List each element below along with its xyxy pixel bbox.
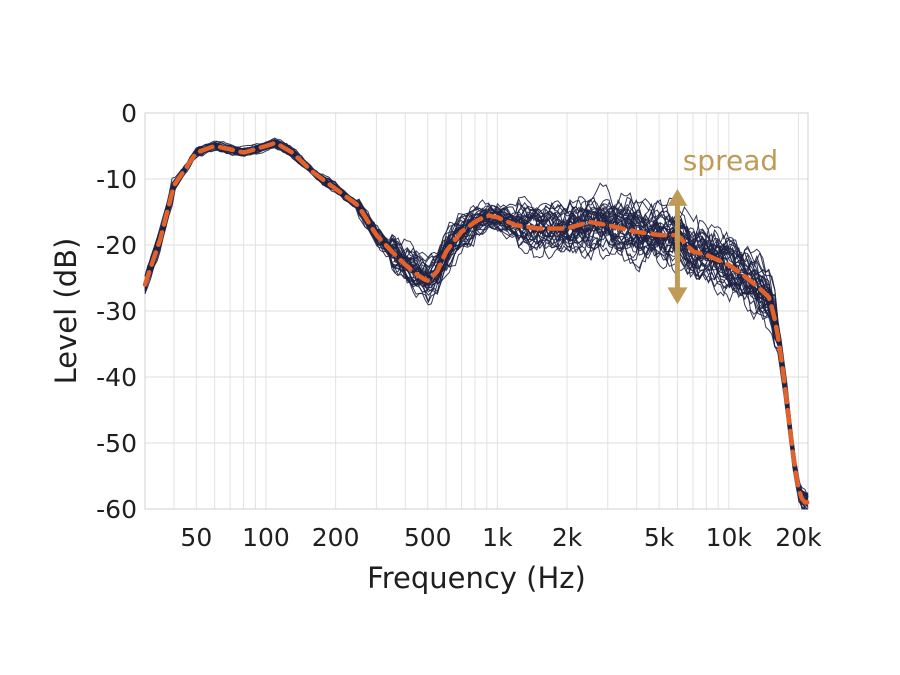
x-tick-label: 500	[404, 523, 452, 552]
y-tick-label: -10	[96, 165, 137, 194]
x-tick-label: 1k	[482, 523, 513, 552]
individual-response-curve	[144, 143, 808, 510]
mean-response-curve	[142, 140, 811, 505]
x-tick-label: 5k	[644, 523, 675, 552]
x-tick-label: 2k	[552, 523, 583, 552]
plot-frame	[144, 112, 809, 510]
individual-response-curve	[144, 139, 809, 502]
y-tick-label: -60	[96, 495, 137, 524]
spread-arrow-head-down	[667, 287, 688, 305]
x-tick-labels: 50 100 200 500 1k 2k 5k 10k 20k	[180, 523, 822, 552]
individual-response-curve	[144, 145, 808, 510]
y-tick-labels: 0 -10 -20 -30 -40 -50 -60	[96, 99, 137, 524]
x-tick-label: 100	[242, 523, 290, 552]
x-tick-label: 200	[312, 523, 360, 552]
individual-response-curve	[144, 140, 809, 501]
spread-annotation: spread	[667, 144, 778, 305]
x-tick-label: 50	[180, 523, 212, 552]
y-tick-label: 0	[121, 99, 137, 128]
y-tick-label: -20	[96, 231, 137, 260]
y-axis-title: Level (dB)	[49, 238, 83, 385]
individual-response-curve	[144, 142, 809, 500]
spread-arrow-head-up	[667, 188, 688, 206]
y-tick-label: -40	[96, 363, 137, 392]
individual-response-curve	[144, 143, 809, 504]
y-tick-label: -30	[96, 297, 137, 326]
mean-curve-group	[142, 140, 811, 505]
spread-label: spread	[683, 144, 778, 177]
individual-response-curve	[144, 140, 809, 497]
x-axis-title: Frequency (Hz)	[367, 561, 586, 595]
x-tick-label: 20k	[775, 523, 822, 552]
x-tick-label: 10k	[706, 523, 753, 552]
y-tick-label: -50	[96, 429, 137, 458]
